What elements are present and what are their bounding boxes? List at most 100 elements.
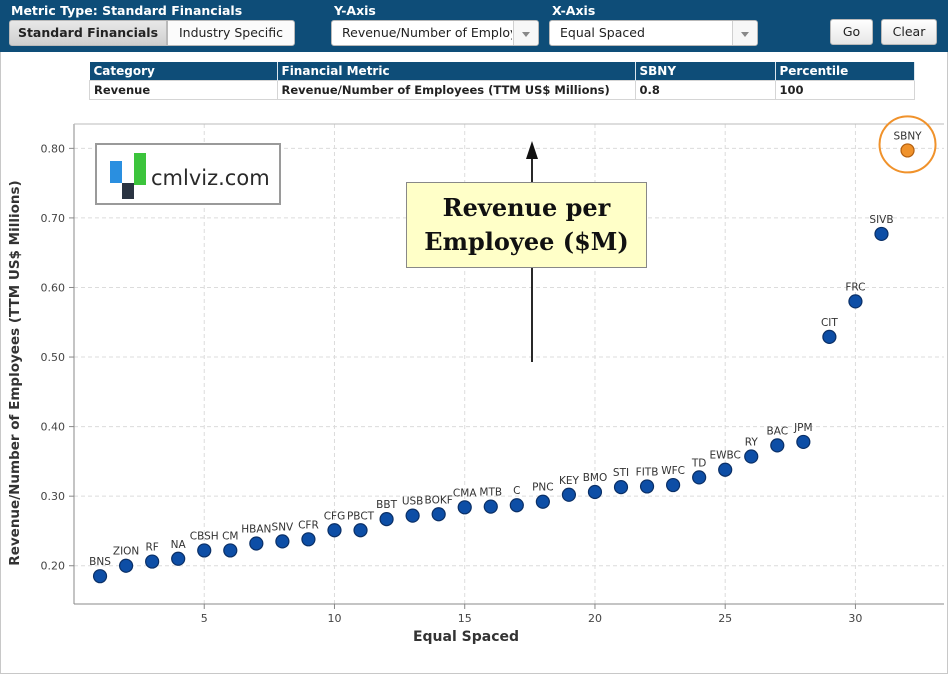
table-row: Revenue Revenue/Number of Employees (TTM… <box>89 80 915 100</box>
x-tick-label: 20 <box>588 612 602 625</box>
cell-percentile: 100 <box>774 80 915 100</box>
point-label-na: NA <box>171 539 187 551</box>
point-label-td: TD <box>691 457 707 469</box>
header-financial-metric: Financial Metric <box>277 62 636 81</box>
point-label-mtb: MTB <box>479 487 502 499</box>
data-point-cma <box>457 500 472 515</box>
x-tick-label: 5 <box>201 612 208 625</box>
point-label-bokf: BOKF <box>425 494 453 506</box>
yaxis-select[interactable]: Revenue/Number of Employees (TTM US$ Mil… <box>331 20 539 46</box>
y-tick-label: 0.80 <box>41 142 66 155</box>
point-label-cm: CM <box>222 530 238 542</box>
cell-category: Revenue <box>89 80 278 100</box>
data-point-cm <box>223 543 238 558</box>
point-label-rf: RF <box>145 542 158 554</box>
data-point-cfg <box>327 523 342 538</box>
x-tick-label: 30 <box>848 612 862 625</box>
go-button[interactable]: Go <box>830 19 873 45</box>
y-tick-label: 0.70 <box>41 212 66 225</box>
data-point-pbct <box>353 523 368 538</box>
data-point-bbt <box>379 512 394 527</box>
y-tick-label: 0.60 <box>41 281 66 294</box>
point-label-ry: RY <box>745 437 759 449</box>
tab-standard-financials[interactable]: Standard Financials <box>9 20 167 46</box>
point-label-sti: STI <box>613 467 629 479</box>
x-axis-title: Equal Spaced <box>413 629 519 645</box>
cell-sbny: 0.8 <box>634 80 776 100</box>
data-point-jpm <box>796 434 811 450</box>
cell-financial-metric: Revenue/Number of Employees (TTM US$ Mil… <box>276 80 636 100</box>
data-point-fitb <box>639 479 655 494</box>
chevron-down-icon <box>513 21 538 45</box>
point-label-jpm: JPM <box>793 422 813 434</box>
y-tick-label: 0.40 <box>41 421 66 434</box>
point-label-fitb: FITB <box>636 466 659 478</box>
point-label-usb: USB <box>402 496 424 508</box>
data-point-key <box>561 487 577 502</box>
point-label-cbsh: CBSH <box>190 530 219 542</box>
toolbar: Metric Type: Standard Financials Y-Axis … <box>0 0 948 52</box>
axes: 5 10 15 20 25 30 0.20 0.30 0.40 0.50 0.60 0.70 0.80 <box>41 123 944 625</box>
point-label-sivb: SIVB <box>869 214 893 226</box>
data-point-cfr <box>301 532 316 547</box>
point-label-pnc: PNC <box>532 482 554 494</box>
data-point-cbsh <box>197 543 212 558</box>
point-label-snv: SNV <box>272 521 295 533</box>
cmlviz-logo: cmlviz.com <box>95 143 281 205</box>
xaxis-select[interactable]: Equal Spaced <box>549 20 758 46</box>
data-point-wfc <box>666 477 681 493</box>
data-point-cit <box>822 329 837 344</box>
yaxis-label: Y-Axis <box>334 3 376 18</box>
data-point-bokf <box>431 507 446 522</box>
logo-mark-icon <box>110 153 146 199</box>
header-sbny: SBNY <box>635 62 776 81</box>
point-label-key: KEY <box>559 475 580 487</box>
header-category: Category <box>89 62 278 81</box>
data-point-c <box>509 498 524 513</box>
metric-summary-table: Category Financial Metric SBNY Percentil… <box>89 62 915 100</box>
data-point-sti <box>613 480 629 495</box>
data-point-td <box>692 470 707 485</box>
header-percentile: Percentile <box>775 62 915 81</box>
clear-button[interactable]: Clear <box>881 19 937 45</box>
point-label-pbct: PBCT <box>347 510 375 522</box>
data-point-frc <box>848 294 863 309</box>
y-tick-label: 0.50 <box>41 351 66 364</box>
x-tick-label: 25 <box>718 612 732 625</box>
highlight-ring <box>878 115 937 174</box>
logo-text: cmlviz.com <box>151 166 270 190</box>
annotation-box: Revenue per Employee ($M) <box>406 182 647 268</box>
point-label-bmo: BMO <box>583 472 608 484</box>
chevron-down-icon <box>732 21 757 45</box>
data-point-snv <box>275 534 290 549</box>
data-point-rf <box>145 554 160 569</box>
point-label-cfg: CFG <box>324 510 346 522</box>
data-point-mtb <box>483 499 498 514</box>
annotation-line-1: Revenue per <box>442 193 611 222</box>
data-point-ewbc <box>718 462 733 477</box>
y-axis-title: Revenue/Number of Employees (TTM US$ Mil… <box>7 180 23 565</box>
data-point-ry <box>744 449 759 464</box>
data-point-sbny <box>900 143 915 158</box>
y-tick-label: 0.30 <box>41 490 66 503</box>
data-point-bmo <box>587 484 603 500</box>
xaxis-label: X-Axis <box>552 3 596 18</box>
annotation-line-2: Employee ($M) <box>424 227 629 256</box>
data-point-pnc <box>535 494 550 509</box>
arrow-head-icon <box>526 141 538 159</box>
data-point-usb <box>405 508 420 523</box>
point-label-cfr: CFR <box>298 519 319 531</box>
point-label-zion: ZION <box>113 546 139 558</box>
tab-industry-specific[interactable]: Industry Specific <box>167 20 295 46</box>
point-label-wfc: WFC <box>661 465 685 477</box>
data-point-bac <box>770 438 785 453</box>
yaxis-select-value: Revenue/Number of Employees (TTM US$ Mil… <box>342 25 512 40</box>
point-label-hban: HBAN <box>241 523 271 535</box>
x-tick-label: 15 <box>458 612 472 625</box>
point-label-cma: CMA <box>453 487 477 499</box>
metric-type-label: Metric Type: Standard Financials <box>11 3 243 18</box>
xaxis-select-value: Equal Spaced <box>560 25 645 40</box>
data-point-zion <box>118 558 134 573</box>
